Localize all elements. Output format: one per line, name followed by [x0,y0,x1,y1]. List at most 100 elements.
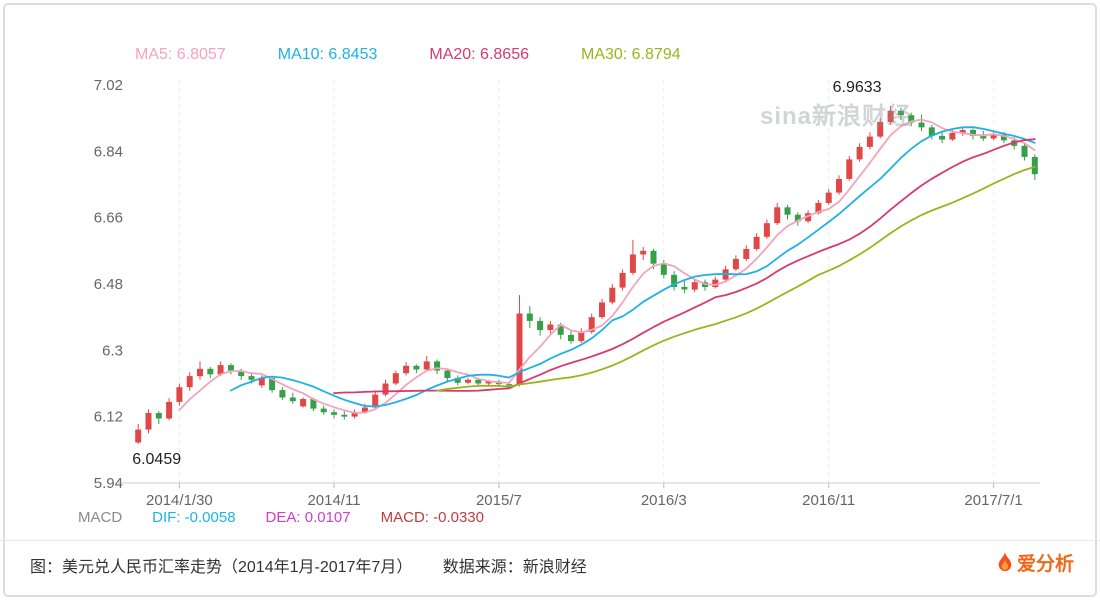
candle-body [310,399,317,409]
candle-body [1021,145,1028,157]
candle-body [650,250,657,264]
candlestick-chart: 2014/1/30 2014/11 2015/7 2016/3 2016/11 2017/… [94,77,1040,509]
x-tick-label: 2017/7/1 [964,492,1022,509]
candle-body [588,317,595,332]
candle-body [949,132,956,140]
legend-ma10: MA10: 6.8453 [277,46,378,63]
candle-body [423,361,430,370]
candle-body [743,249,750,259]
legend-ma20: MA20: 6.8656 [429,46,529,63]
candle-body [784,207,791,215]
candle-body [465,379,471,383]
caption-source: 数据来源：新浪财经 [442,559,587,576]
candle-body [341,414,348,417]
candle-body [300,399,307,407]
candle-body [640,250,647,255]
candle-body [815,202,822,214]
candle-body [485,381,492,384]
candle-body [887,110,894,122]
ma5-line [178,118,1036,414]
candle-body [392,373,399,384]
candle-body [866,136,873,147]
candle-body [629,254,636,273]
candle-body [557,324,564,335]
candle-body [681,286,688,290]
sina-watermark: sina新浪财经 [760,103,913,130]
candle-body [599,302,605,318]
candle-body [794,214,801,222]
candle-body [454,378,461,383]
candle-body [413,365,420,370]
legend-ma30: MA30: 6.8794 [580,46,681,63]
ma20-line [333,138,1036,395]
candle-body [506,384,513,386]
candle-body [444,370,451,378]
candle-body [691,282,698,290]
candle-body [331,412,337,415]
candle-body [351,412,358,417]
candle-body [825,192,832,203]
candle-body [217,365,224,375]
candle-body [753,236,760,249]
candle-body [155,413,162,419]
candle-body [877,121,884,137]
candle-body [269,378,276,391]
ma30-line [436,165,1036,392]
candle-body [578,331,585,342]
y-tick-label: 6.48 [94,276,123,293]
x-tick-label: 2016/11 [802,492,855,509]
candle-body [763,223,770,237]
candle-body [135,429,142,443]
ifenxi-logo-text: 爱分析 [1016,554,1074,575]
high-annotation: 6.9633 [833,79,882,96]
candle-body [856,146,863,160]
candle-body [289,397,296,402]
candle-body [970,130,976,136]
candle-body [382,383,389,395]
candle-body [248,376,255,380]
low-annotation: 6.0459 [132,451,181,468]
candle-body [526,313,533,321]
ma-legend: MA5: 6.8057 MA10: 6.8453 MA20: 6.8656 MA… [135,46,681,64]
candle-body [166,401,173,419]
macd-hist-value: MACD: -0.0330 [380,509,484,526]
y-tick-label: 6.3 [102,342,123,359]
candle-body [897,110,904,116]
ifenxi-logo: 爱分析 [996,549,1074,576]
x-tick-label: 2015/7 [476,492,522,509]
candle-body [547,324,554,330]
candle-body [619,272,626,288]
candle-body [238,370,245,377]
y-tick-label: 6.84 [94,143,123,160]
candle-body [846,159,853,179]
candle-body [475,379,482,384]
candle-body [939,135,946,140]
macd-dif-value: DIF: -0.0058 [152,509,236,526]
candle-body [176,387,183,402]
candle-body [145,413,152,430]
y-tick-label: 7.02 [94,77,123,94]
candle-body [197,368,203,377]
x-tick-label: 2016/3 [641,492,687,509]
candle-body [774,207,781,224]
candle-body [258,378,265,386]
candle-body [928,127,935,136]
y-tick-label: 5.94 [94,475,123,492]
footer-divider [0,540,1100,541]
x-tick-label: 2014/11 [307,492,360,509]
candle-body [361,407,368,413]
flame-icon [998,550,1012,571]
candle-body [918,122,925,128]
candle-body [1000,134,1007,141]
candle-body [207,368,214,375]
candle-body [516,313,523,385]
candle-body [836,179,842,193]
candle-body [712,279,719,287]
candle-body [805,213,812,222]
macd-readout-bar: MACD DIF: -0.0058 DEA: 0.0107 MACD: -0.0… [78,509,484,526]
macd-dea-value: DEA: 0.0107 [265,509,351,526]
ma10-line [229,126,1036,408]
candle-body [732,258,739,270]
figure-caption: 图：美元兑人民币汇率走势（2014年1月-2017年7月） 数据来源：新浪财经 [30,553,613,577]
candle-body [959,130,966,133]
